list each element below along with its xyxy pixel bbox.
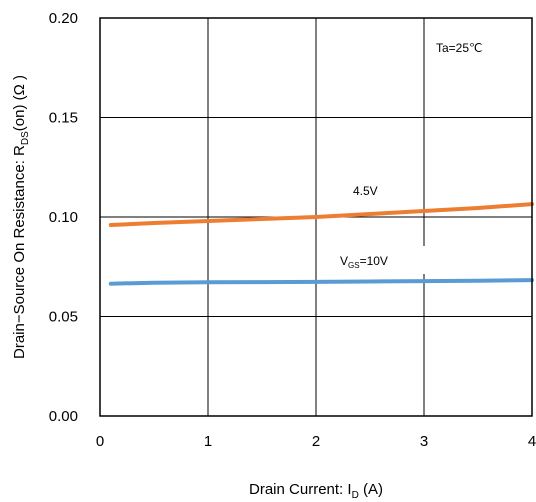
annotation-backing-10v [318,246,426,274]
x-tick-label: 4 [528,433,536,450]
y-tick-label: 0.05 [49,309,78,326]
x-tick-label: 1 [204,433,212,450]
annotations: Ta=25℃ 4.5V VGS=10V [318,41,483,274]
annotation-backing-4v5 [336,178,410,204]
x-axis-label-tail: (A) [359,481,383,498]
x-tick-label: 0 [96,433,104,450]
y-axis-label-main: Drain−Source On Resistance: R [11,145,28,359]
y-axis-label-tail: (on) (Ω ) [11,75,28,131]
annotation-temperature: Ta=25℃ [436,41,483,55]
y-tick-label: 0.00 [49,408,78,425]
series-layer [108,202,534,286]
tick-labels: 0 1 2 3 4 0.00 0.05 0.10 0.15 0.20 [49,10,536,450]
annotation-vgs-main: V [340,254,348,268]
y-tick-label: 0.20 [49,10,78,27]
x-tick-label: 3 [420,433,428,450]
x-axis-label-sub: D [352,490,359,501]
x-axis-label: Drain Current: ID (A) [249,481,383,501]
x-axis-label-main: Drain Current: I [249,481,352,498]
annotation-4v5: 4.5V [353,184,378,198]
y-tick-label: 0.15 [49,110,78,127]
y-axis-label: Drain−Source On Resistance: RDS(on) (Ω ) [11,75,31,359]
annotation-vgs-sub: GS [348,261,360,270]
series-line-0 [108,202,534,227]
series-line-1 [108,278,534,286]
y-axis-label-sub: DS [20,131,31,145]
x-tick-label: 2 [312,433,320,450]
y-tick-label: 0.10 [49,209,78,226]
annotation-vgs-10v: VGS=10V [340,254,388,270]
annotation-vgs-tail: =10V [360,254,388,268]
plot-frame [99,17,533,417]
